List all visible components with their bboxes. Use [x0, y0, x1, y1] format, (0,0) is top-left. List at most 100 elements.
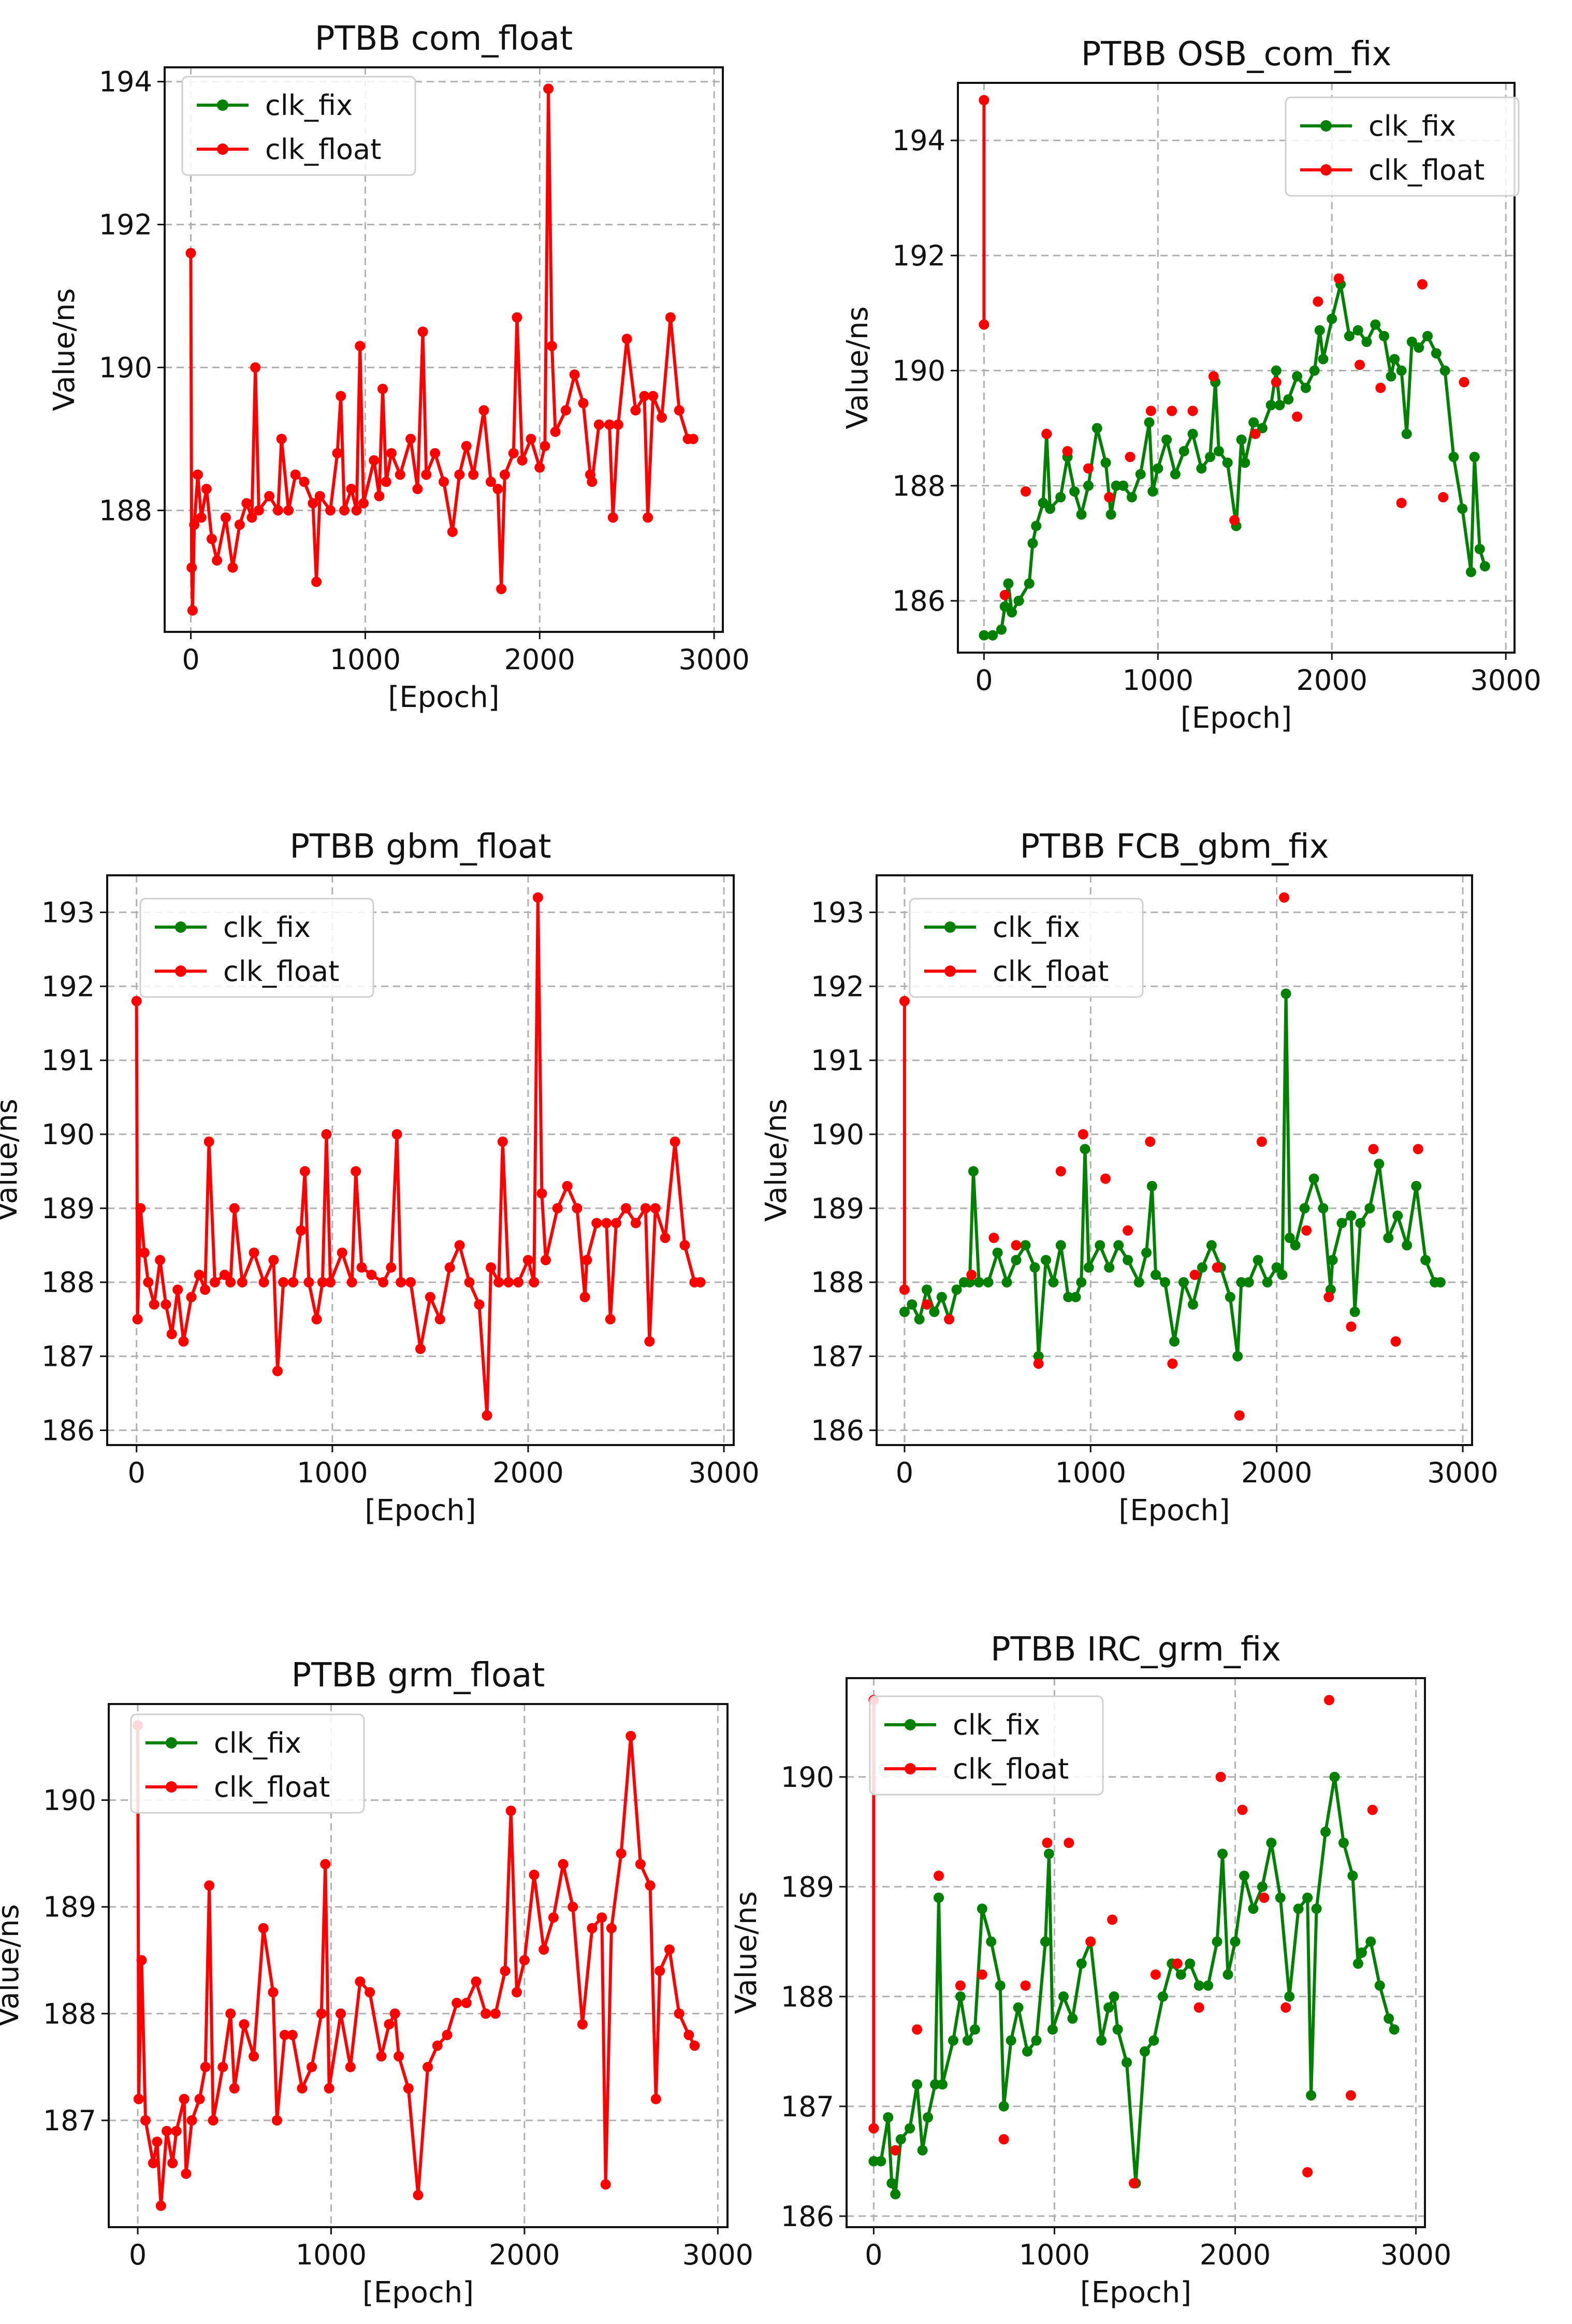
data-point: [1401, 428, 1412, 439]
data-point: [179, 2094, 190, 2104]
legend: clk_fix clk_float: [181, 76, 416, 176]
data-point: [1431, 348, 1442, 359]
data-point: [1346, 1321, 1357, 1332]
data-point: [616, 1848, 627, 1859]
data-point: [1344, 330, 1355, 341]
data-point: [1047, 2024, 1058, 2035]
data-point: [1126, 492, 1137, 502]
y-tick-label: 191: [41, 1044, 95, 1077]
data-point: [988, 1233, 999, 1243]
data-point: [1396, 498, 1407, 509]
data-point: [1193, 2002, 1204, 2013]
y-tick-label: 189: [781, 1871, 834, 1903]
data-point: [552, 1203, 563, 1214]
axes-frame: [957, 82, 1516, 654]
data-point: [1055, 1240, 1066, 1251]
data-point: [1389, 2024, 1400, 2035]
data-point: [1160, 1277, 1171, 1288]
data-point: [1236, 434, 1247, 445]
data-point: [1356, 1947, 1367, 1958]
series-clk_fix: [899, 988, 1446, 1362]
data-point: [1041, 428, 1052, 439]
data-point: [630, 1218, 641, 1229]
data-point: [660, 1233, 671, 1243]
data-point: [1374, 1159, 1385, 1170]
data-point: [299, 1166, 310, 1177]
data-point: [1396, 365, 1407, 376]
y-tick-label: 188: [781, 1981, 834, 2013]
data-point: [1271, 365, 1282, 376]
chart-panel-6: 0 1000 2000 3000 186 187 188 189 190 PTBB IRC_grm…: [730, 1630, 1451, 2309]
data-point: [1161, 434, 1172, 445]
chart-panel-5: 0 1000 2000 3000 187 188 189 190 PTBB grm_float […: [0, 1656, 753, 2309]
data-point: [316, 2008, 327, 2019]
y-axis-label: Value/ns: [730, 1891, 763, 2014]
data-point: [1275, 1893, 1286, 1903]
data-point: [1043, 1849, 1054, 1859]
data-point: [540, 441, 550, 452]
data-point: [351, 505, 362, 516]
data-point: [1448, 452, 1459, 463]
y-tick-label: 190: [99, 351, 152, 384]
data-point: [250, 362, 261, 373]
y-tick-label: 189: [811, 1192, 864, 1225]
data-point: [152, 2137, 163, 2147]
data-point: [1083, 480, 1094, 491]
data-point: [886, 2178, 897, 2189]
data-point: [640, 1203, 651, 1214]
chart-title: PTBB gbm_float: [289, 828, 551, 866]
data-point: [1466, 567, 1477, 578]
data-point: [161, 1299, 171, 1310]
data-point: [1020, 1980, 1031, 1991]
data-point: [219, 1269, 230, 1280]
y-tick-label: 186: [892, 585, 945, 617]
data-point: [987, 630, 998, 641]
data-point: [1206, 1240, 1217, 1251]
data-point: [1417, 279, 1428, 290]
data-point: [132, 1314, 143, 1325]
y-axis-label: Value/ns: [760, 1099, 793, 1221]
data-point: [430, 448, 441, 459]
chart-title: PTBB IRC_grm_fix: [991, 1630, 1281, 1669]
data-point: [201, 484, 212, 495]
data-point: [962, 2035, 973, 2046]
data-point: [1299, 1203, 1310, 1214]
data-point: [485, 477, 496, 487]
data-point: [1078, 1129, 1088, 1139]
data-point: [1236, 1277, 1247, 1288]
data-point: [297, 2083, 308, 2094]
data-point: [1175, 1969, 1186, 1980]
legend: clk_fix clk_float: [909, 898, 1144, 998]
y-tick-label: 190: [43, 1784, 96, 1817]
data-point: [208, 2115, 219, 2126]
data-point: [1327, 313, 1337, 324]
chart-panel-2: 0 1000 2000 3000 186 188 190 192 194 PTBB OSB_com…: [841, 35, 1541, 735]
data-point: [1313, 296, 1323, 307]
data-point: [481, 2008, 491, 2019]
data-point: [1208, 371, 1219, 382]
data-point: [1070, 1292, 1081, 1303]
data-point: [1302, 1893, 1313, 1903]
data-point: [890, 2145, 901, 2156]
data-point: [336, 391, 346, 401]
data-point: [621, 1203, 632, 1214]
data-point: [538, 1944, 549, 1955]
data-point: [1105, 509, 1116, 520]
data-point: [423, 2061, 433, 2072]
data-point: [1306, 2090, 1317, 2101]
x-tick-label: 0: [865, 2239, 882, 2271]
data-point: [930, 2079, 941, 2090]
data-point: [415, 1344, 426, 1354]
data-point: [534, 462, 545, 473]
y-tick-label: 187: [811, 1340, 864, 1373]
data-point: [1355, 1218, 1366, 1229]
data-point: [607, 512, 618, 523]
legend-marker-clk_float: [905, 1763, 916, 1774]
data-point: [374, 490, 385, 501]
data-point: [1457, 503, 1468, 514]
data-point: [977, 1903, 987, 1914]
axes-frame: [164, 66, 724, 633]
y-tick-label: 190: [781, 1761, 834, 1794]
data-point: [351, 1166, 361, 1177]
legend-marker-clk_fix: [1320, 120, 1332, 132]
